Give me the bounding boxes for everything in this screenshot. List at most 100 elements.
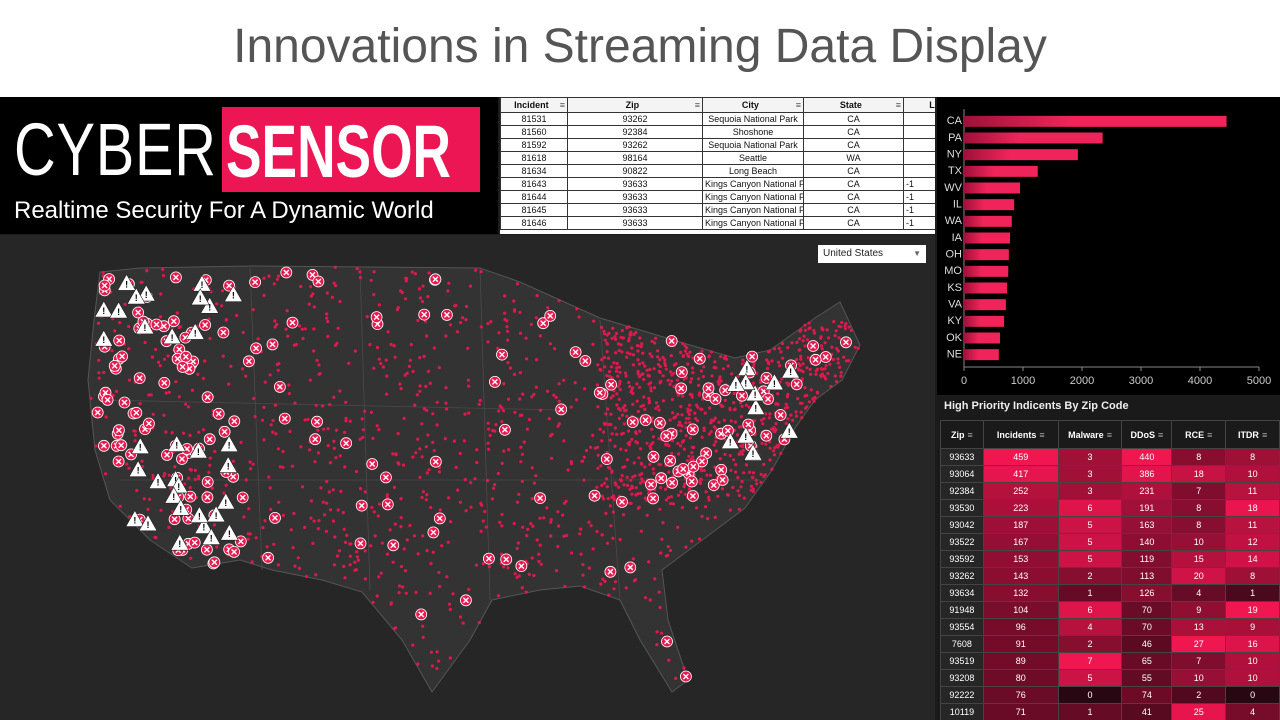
table-cell: 223	[982, 499, 1059, 517]
incident-dot	[411, 643, 415, 647]
incident-dot	[603, 481, 607, 485]
table-cell: 10	[1225, 652, 1280, 670]
incident-dot	[807, 327, 811, 331]
table-cell: 191	[1121, 499, 1173, 517]
incident-dot	[229, 364, 233, 368]
warning-marker	[206, 505, 226, 523]
incident-dot	[332, 439, 336, 443]
incident-dot	[836, 361, 840, 365]
incident-dot	[752, 364, 756, 368]
incident-dot	[819, 335, 823, 339]
incident-dot	[844, 359, 849, 363]
incident-dot	[269, 423, 273, 427]
incident-dot	[159, 292, 163, 296]
alert-x	[650, 453, 657, 460]
incident-dot	[642, 377, 646, 382]
incident-dot	[391, 452, 395, 456]
table-cell: 93262	[567, 112, 703, 126]
warning-marker	[720, 432, 740, 449]
incident-dot	[569, 460, 573, 464]
incident-dot	[713, 360, 717, 364]
alert-x	[690, 463, 697, 470]
warning-glyph: !	[171, 333, 174, 343]
region-select[interactable]: United States ▼	[818, 245, 926, 263]
incident-dot	[648, 462, 652, 466]
table-row: 81592 93262 Sequoia National Park CA	[500, 138, 935, 152]
incident-dot	[501, 409, 506, 413]
incident-dot	[668, 548, 673, 553]
incident-dot	[420, 300, 425, 304]
incident-dot	[631, 363, 636, 367]
incident-dot	[334, 456, 338, 460]
filter-icon: ≡	[967, 429, 973, 440]
incident-dot	[630, 388, 634, 393]
incident-dot	[325, 312, 329, 316]
filter-icon: ≡	[795, 100, 801, 110]
incident-dot	[421, 635, 425, 640]
incident-dot	[803, 406, 808, 410]
alert-x	[283, 269, 290, 276]
incident-dot	[118, 321, 122, 325]
alert-x	[220, 329, 227, 336]
warning-glyph: !	[752, 449, 755, 459]
y-tick-label: PA	[948, 132, 963, 144]
incident-dot	[526, 527, 530, 531]
incident-dot	[834, 329, 838, 333]
table-row: 93633 459 3 440 8 8	[940, 448, 1280, 466]
incident-dot	[142, 497, 146, 501]
warning-marker	[162, 327, 182, 345]
y-tick-label: WA	[945, 215, 963, 227]
incident-dot	[146, 507, 150, 511]
incident-dot	[761, 422, 765, 426]
incident-dot	[634, 493, 638, 497]
incident-dot	[356, 558, 360, 562]
alert-x	[668, 338, 675, 344]
incident-dot	[716, 494, 720, 498]
incident-dot	[730, 372, 734, 376]
incident-dot	[519, 460, 523, 464]
incident-dot	[749, 484, 754, 488]
warning-glyph: !	[224, 498, 227, 508]
incident-dot	[327, 490, 331, 494]
priority-panel: High Priority Indicents By Zip Code Zip ≡…	[937, 396, 1280, 720]
incident-dot	[521, 392, 525, 396]
incident-dot	[608, 438, 612, 442]
table-cell: 8	[1225, 448, 1280, 466]
warning-marker	[94, 329, 114, 347]
table: Zip ≡ Incidents ≡ Malware ≡ DDoS ≡ RCE ≡ ITDR ≡ 9363…	[940, 420, 1280, 720]
incident-dot	[582, 585, 587, 589]
incident-dot	[221, 354, 225, 358]
incident-dot	[678, 420, 682, 424]
incident-dot	[334, 428, 339, 432]
incident-dot	[435, 400, 439, 404]
incident-dot	[643, 364, 647, 368]
incident-dot	[271, 430, 275, 434]
table-cell: 104	[982, 601, 1059, 619]
incident-dot	[709, 473, 713, 477]
incident-dot	[303, 525, 307, 530]
warning-glyph: !	[201, 280, 204, 290]
incident-dot	[133, 429, 137, 433]
incident-dot	[639, 404, 643, 409]
incident-dot	[399, 497, 403, 501]
incident-dot	[458, 500, 462, 504]
incident-dot	[684, 421, 688, 425]
warning-marker	[185, 322, 205, 340]
incident-dot	[733, 428, 737, 432]
incident-dot	[521, 525, 525, 529]
incident-dot	[739, 450, 743, 454]
incident-dot	[740, 404, 744, 408]
incident-dot	[479, 529, 483, 533]
incident-dot	[628, 487, 632, 491]
incident-dot	[643, 407, 647, 411]
incident-dot	[581, 573, 585, 577]
incident-dot	[687, 487, 692, 491]
incident-dot	[708, 406, 712, 410]
incident-dot	[714, 440, 718, 444]
incident-dot	[605, 333, 609, 337]
table-cell: 252	[982, 482, 1059, 500]
incident-dot	[610, 495, 614, 500]
incident-dot	[661, 355, 665, 360]
warning-glyph: !	[789, 367, 792, 377]
incident-dot	[654, 336, 658, 340]
